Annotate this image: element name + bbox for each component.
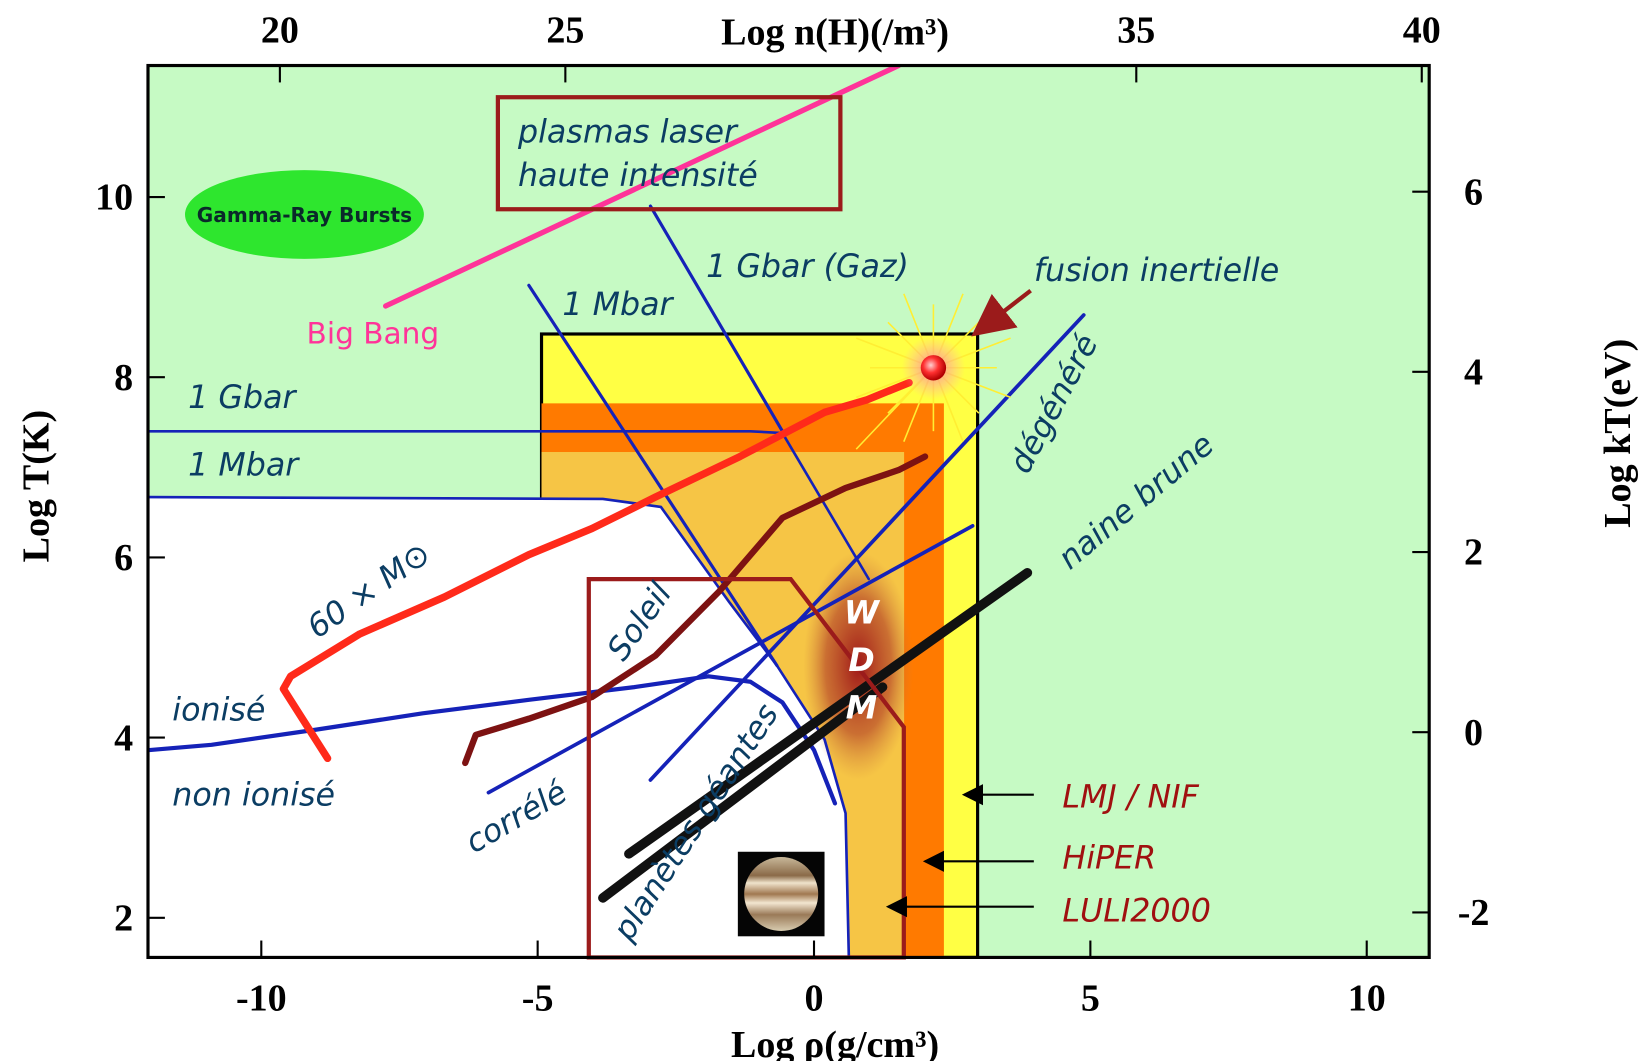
wdm-letter: W — [844, 596, 881, 632]
x-tick-label: 10 — [1348, 977, 1386, 1019]
y-tick-label: 10 — [95, 177, 133, 219]
wdm-letter: D — [848, 643, 874, 679]
y2-tick-label: -2 — [1458, 892, 1490, 934]
x2-tick-label: 40 — [1403, 9, 1441, 51]
laser-label: haute intensité — [518, 158, 758, 194]
x-tick-label: 0 — [805, 977, 824, 1019]
laser-label: plasmas laser — [517, 115, 739, 151]
y2-tick-label: 0 — [1464, 712, 1483, 754]
gamma-label: Gamma-Ray Bursts — [197, 203, 412, 227]
curve-label: ionisé — [172, 693, 265, 729]
x-tick-label: -10 — [236, 977, 287, 1019]
x-tick-label: 5 — [1081, 977, 1100, 1019]
y2-tick-label: 4 — [1464, 352, 1483, 394]
y-tick-label: 4 — [114, 717, 133, 759]
facility-label: LULI2000 — [1062, 894, 1211, 930]
y-tick-label: 8 — [114, 357, 133, 399]
y-axis-title: Log T(K) — [16, 410, 58, 562]
x2-tick-label: 35 — [1117, 9, 1155, 51]
x-axis-title: Log ρ(g/cm³) — [731, 1024, 939, 1061]
y2-tick-label: 2 — [1464, 532, 1483, 574]
sun — [921, 355, 946, 380]
y-tick-label: 2 — [114, 897, 133, 939]
y-tick-label: 6 — [114, 537, 133, 579]
facility-label: HiPER — [1062, 841, 1156, 877]
non-ionized-label: non ionisé — [172, 777, 335, 813]
curve-label: Big Bang — [307, 316, 440, 350]
x2-tick-label: 20 — [261, 9, 299, 51]
y2-axis-title: Log kT(eV) — [1597, 339, 1639, 528]
wdm-letter: M — [846, 691, 878, 727]
jupiter — [744, 857, 818, 931]
facility-label: LMJ / NIF — [1062, 779, 1199, 815]
x2-axis-title: Log n(H)(/m³) — [721, 11, 949, 53]
x-tick-label: -5 — [522, 977, 554, 1019]
chart: -10 -5 0 5 10 20 25 35 40 2 4 6 8 10 -2 0 2 4 6 Gamma-Ray … — [0, 0, 1648, 1061]
curve-label: 1 Gbar — [188, 380, 297, 416]
curve-label: 1 Gbar (Gaz) — [706, 249, 909, 285]
page: {"chart_data": { "type": "line", "xlabel… — [0, 0, 1648, 1061]
fusion-label: fusion inertielle — [1034, 253, 1279, 289]
curve-label: 1 Mbar — [188, 448, 300, 484]
curve-label: 1 Mbar — [562, 287, 674, 323]
x2-tick-label: 25 — [546, 9, 584, 51]
y2-tick-label: 6 — [1464, 171, 1483, 213]
